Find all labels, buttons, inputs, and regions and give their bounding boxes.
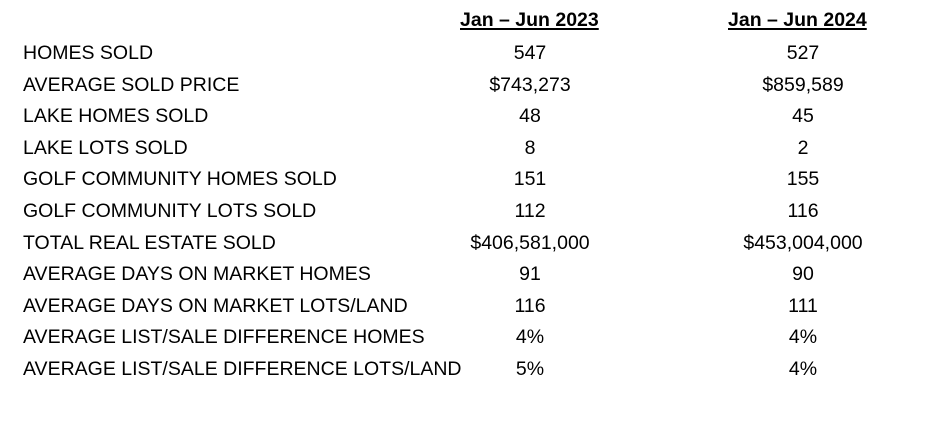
table-row: LAKE LOTS SOLD 8 2 <box>0 133 937 165</box>
table-row: AVERAGE LIST/SALE DIFFERENCE HOMES 4% 4% <box>0 322 937 354</box>
value-2023: 151 <box>513 168 547 191</box>
value-2023: 4% <box>515 326 545 349</box>
value-2023: 112 <box>514 200 546 222</box>
table-row: AVERAGE DAYS ON MARKET LOTS/LAND 116 111 <box>0 291 937 323</box>
table-row: AVERAGE DAYS ON MARKET HOMES 91 90 <box>0 259 937 291</box>
value-2024: 527 <box>786 42 820 64</box>
row-label: LAKE HOMES SOLD <box>23 105 209 128</box>
value-2024: $859,589 <box>762 73 844 96</box>
row-label: TOTAL REAL ESTATE SOLD <box>23 231 276 254</box>
value-2024: $453,004,000 <box>743 231 863 254</box>
value-2024: 2 <box>797 136 809 159</box>
value-2024: 111 <box>788 294 818 317</box>
value-2023: 48 <box>519 105 541 128</box>
table-row: LAKE HOMES SOLD 48 45 <box>0 101 937 133</box>
row-label: AVERAGE LIST/SALE DIFFERENCE LOTS/LAND <box>23 358 462 380</box>
table-row: GOLF COMMUNITY LOTS SOLD 112 116 <box>0 196 937 228</box>
value-2023: 116 <box>514 294 546 317</box>
table-row: AVERAGE LIST/SALE DIFFERENCE LOTS/LAND 5… <box>0 354 937 386</box>
value-2023: 547 <box>513 42 547 64</box>
value-2023: 91 <box>519 263 541 286</box>
value-2023: $743,273 <box>489 73 571 96</box>
row-label: AVERAGE DAYS ON MARKET LOTS/LAND <box>23 294 408 317</box>
table-row: GOLF COMMUNITY HOMES SOLD 151 155 <box>0 164 937 196</box>
column-header-2024: Jan – Jun 2024 <box>728 9 867 31</box>
row-label: GOLF COMMUNITY LOTS SOLD <box>23 200 317 222</box>
column-header-2023: Jan – Jun 2023 <box>460 9 599 31</box>
value-2024: 116 <box>787 200 819 222</box>
row-label: AVERAGE DAYS ON MARKET HOMES <box>23 263 371 286</box>
value-2024: 155 <box>786 168 820 191</box>
value-2023: $406,581,000 <box>470 231 590 254</box>
value-2024: 90 <box>792 263 814 286</box>
value-2024: 45 <box>792 105 814 128</box>
row-label: AVERAGE SOLD PRICE <box>23 73 240 96</box>
row-label: AVERAGE LIST/SALE DIFFERENCE HOMES <box>23 326 425 349</box>
value-2023: 5% <box>515 358 545 380</box>
value-2024: 4% <box>788 358 818 380</box>
table-row: HOMES SOLD 547 527 <box>0 38 937 70</box>
table-row: TOTAL REAL ESTATE SOLD $406,581,000 $453… <box>0 228 937 260</box>
row-label: HOMES SOLD <box>23 42 154 64</box>
row-label: GOLF COMMUNITY HOMES SOLD <box>23 168 337 191</box>
value-2023: 8 <box>524 136 536 159</box>
table-row: AVERAGE SOLD PRICE $743,273 $859,589 <box>0 70 937 102</box>
row-label: LAKE LOTS SOLD <box>23 136 188 159</box>
value-2024: 4% <box>788 326 818 349</box>
